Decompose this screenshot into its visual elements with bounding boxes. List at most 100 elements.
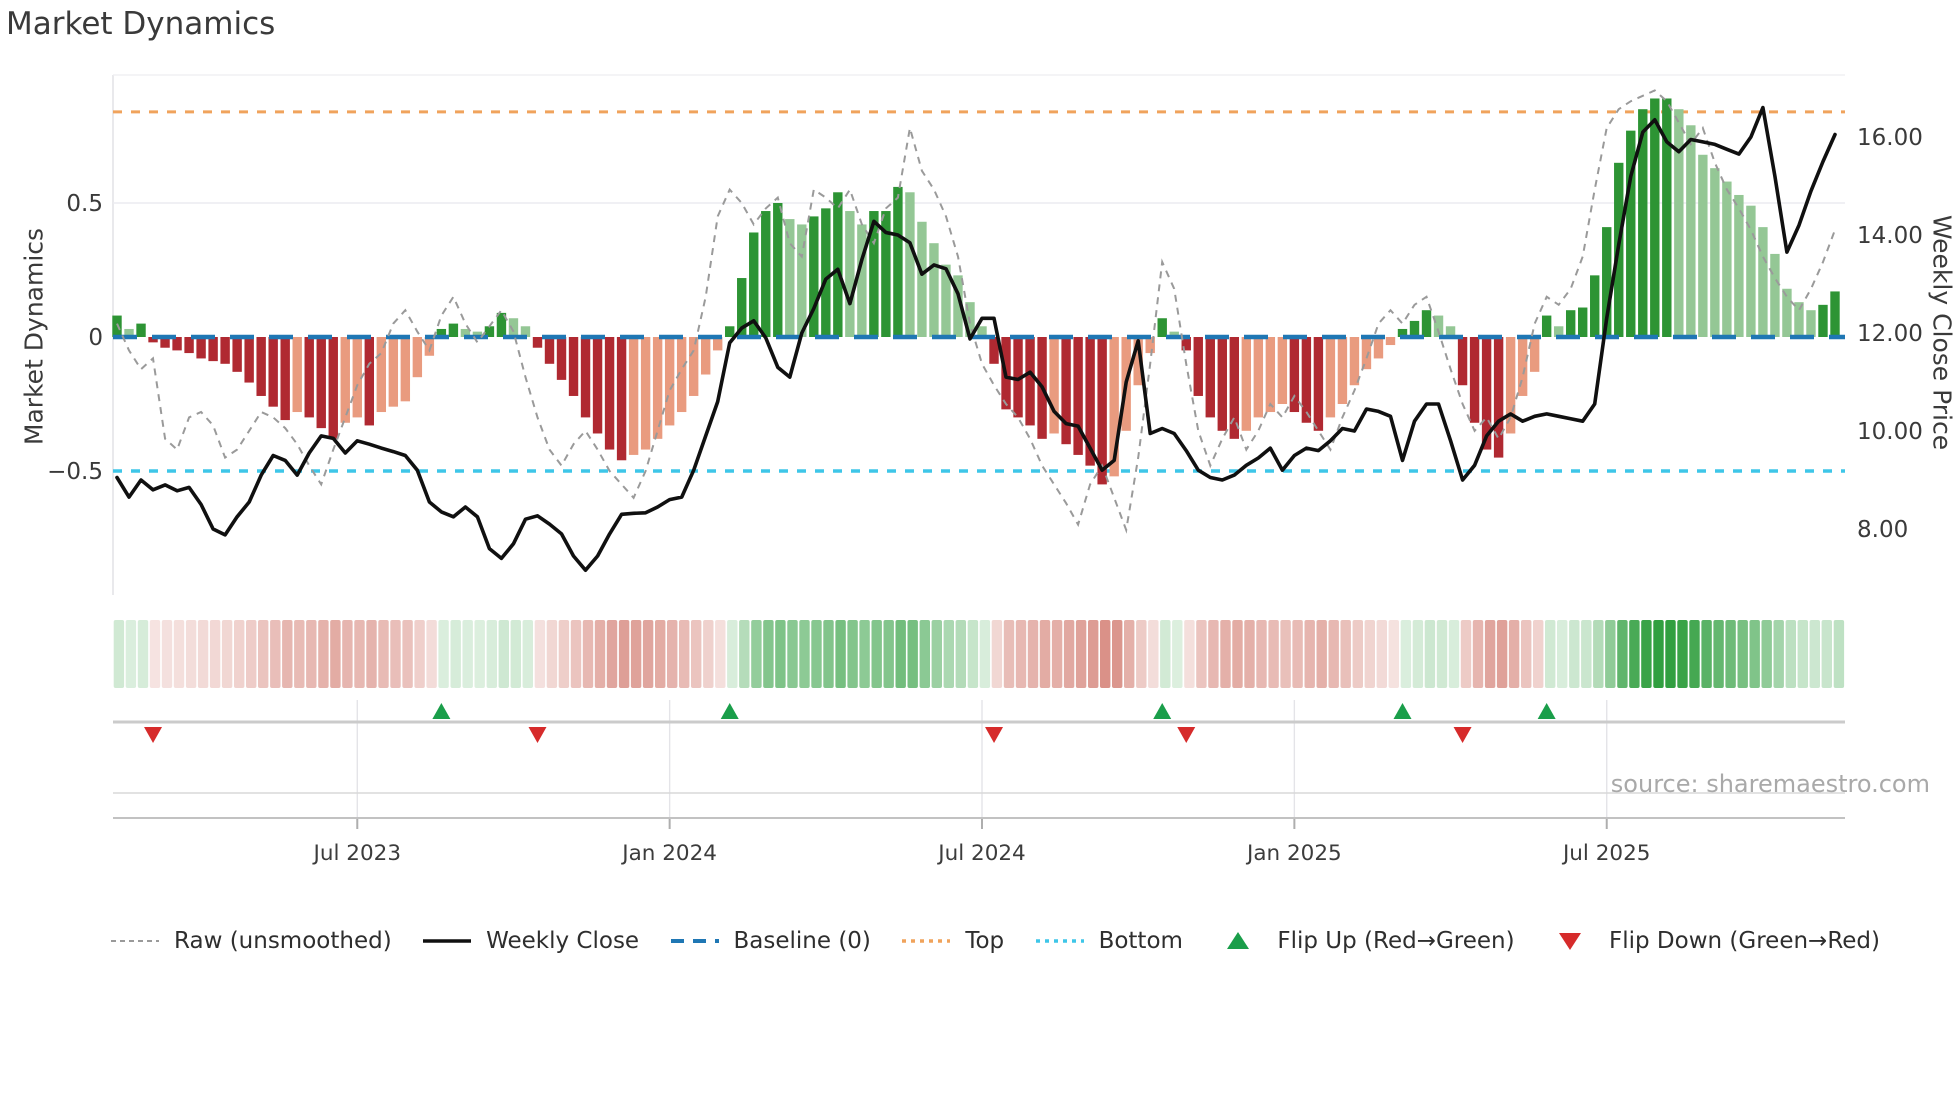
heatmap-cell (763, 620, 774, 688)
dynamics-bar (544, 337, 555, 364)
dynamics-bar (785, 219, 795, 337)
dynamics-bar (484, 326, 495, 337)
dynamics-bar (628, 337, 639, 455)
flip-down-marker-icon (1453, 727, 1472, 743)
heatmap-cell (787, 620, 798, 688)
dynamics-bar (196, 337, 206, 359)
dynamics-bar (124, 328, 134, 337)
heatmap-cell (1785, 620, 1796, 688)
heatmap-cell (234, 620, 245, 688)
heatmap-cell (258, 620, 269, 688)
legend-label: Weekly Close (486, 928, 640, 954)
heatmap-cell (679, 620, 690, 688)
heatmap-cell (402, 620, 413, 688)
dynamics-bar (496, 312, 507, 337)
heatmap-cell (1749, 620, 1760, 688)
heatmap-cell (1328, 620, 1339, 688)
heatmap-cell (270, 620, 281, 688)
x-axis-labels: Jul 2023 Jan 2024 Jul 2024 Jan 2025 Jul 2025 (312, 841, 1651, 866)
heatmap-cell (1292, 620, 1303, 688)
dynamics-bar (1457, 337, 1468, 386)
heatmap-strip (113, 620, 1845, 688)
heatmap-cell (1063, 620, 1075, 688)
dynamics-bar (1529, 337, 1540, 372)
right-tick-label: 14.00 (1857, 223, 1923, 249)
dynamics-bar (1133, 337, 1143, 386)
dynamics-bar (917, 221, 927, 337)
heatmap-cell (1689, 620, 1700, 688)
heatmap-cell (1593, 620, 1604, 688)
heatmap-cell (1316, 620, 1327, 688)
dynamics-bar (1061, 337, 1071, 445)
flip-up-swatch-icon (1227, 932, 1250, 949)
heatmap-cell (1484, 620, 1496, 688)
dynamics-bar (160, 337, 170, 348)
heatmap-cell (1809, 620, 1820, 688)
heatmap-cell (354, 620, 365, 688)
baseline-swatch-icon (670, 939, 719, 943)
dynamics-bar (1481, 337, 1492, 450)
dynamics-bar (208, 337, 218, 362)
dynamics-bar (580, 337, 591, 418)
heatmap-cell (161, 620, 173, 688)
dynamics-bar (1674, 109, 1684, 337)
dynamics-bar (749, 232, 759, 337)
heatmap-cell (318, 620, 329, 688)
x-tick-label: Jul 2025 (1561, 841, 1651, 866)
dynamics-bar (1686, 125, 1696, 337)
heatmap-cell (1088, 620, 1099, 688)
legend-label: Top (965, 928, 1005, 954)
heatmap-cell (799, 620, 810, 688)
dynamics-bar (1181, 337, 1191, 351)
x-tick-label: Jan 2024 (620, 841, 717, 866)
heatmap-cell (185, 620, 197, 688)
heatmap-cell (1677, 620, 1688, 688)
heatmap-cell (438, 620, 449, 688)
dynamics-bar (1337, 337, 1348, 404)
dynamics-bar (1493, 337, 1504, 458)
dynamics-bar (232, 337, 242, 372)
dynamics-bar (1746, 205, 1756, 337)
heatmap-cell (1472, 620, 1484, 688)
heatmap-cell (919, 620, 930, 688)
right-tick-label: 8.00 (1857, 517, 1908, 543)
top-swatch-icon (902, 939, 951, 943)
heatmap-cell (558, 620, 570, 688)
dynamics-bar (1109, 337, 1119, 477)
flip-up-marker-icon (1393, 703, 1412, 719)
heatmap-cell (943, 620, 954, 688)
dynamics-bar (1806, 310, 1816, 337)
heatmap-cell (1533, 620, 1544, 688)
heatmap-cell (1641, 620, 1652, 688)
dynamics-bar (1361, 337, 1372, 370)
heatmap-cell (522, 620, 533, 688)
left-tick-label: −0.5 (47, 459, 103, 485)
dynamics-bar (1433, 315, 1444, 337)
dynamics-bar (1013, 337, 1023, 418)
heatmap-cell (1521, 620, 1532, 688)
legend: Raw (unsmoothed) Weekly Close Baseline (0)… (0, 928, 1960, 954)
source-credit: source: sharemaestro.com (1610, 770, 1930, 798)
heatmap-cell (1208, 620, 1219, 688)
dynamics-bar (1794, 302, 1804, 337)
heatmap-cell (1773, 620, 1784, 688)
dynamics-bar (292, 337, 302, 413)
dynamics-bar (1662, 98, 1672, 337)
heatmap-cell (1003, 620, 1015, 688)
dynamics-bar (1385, 337, 1396, 346)
heatmap-cell (1027, 620, 1039, 688)
dynamics-bar (1421, 310, 1432, 337)
heatmap-cell (1172, 620, 1183, 688)
legend-item: Flip Down (Green→Red) (1545, 928, 1880, 954)
dynamics-bar (460, 328, 471, 337)
heatmap-cell (691, 620, 702, 688)
heatmap-cell (739, 620, 750, 688)
dynamics-bar (436, 328, 447, 337)
right-tick-label: 12.00 (1857, 321, 1923, 347)
dynamics-bar (1638, 109, 1648, 337)
heatmap-cell (1629, 620, 1640, 688)
heatmap-cell (366, 620, 377, 688)
bottom-swatch-icon (1035, 939, 1084, 943)
heatmap-cell (113, 620, 125, 688)
